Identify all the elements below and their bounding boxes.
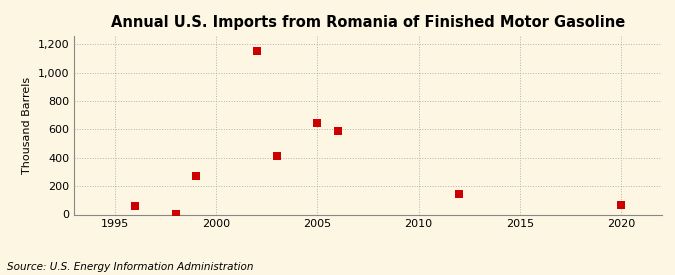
Point [251,49,262,54]
Point [616,202,626,207]
Point [130,204,140,208]
Y-axis label: Thousand Barrels: Thousand Barrels [22,76,32,174]
Point [271,154,282,158]
Point [190,174,201,178]
Title: Annual U.S. Imports from Romania of Finished Motor Gasoline: Annual U.S. Imports from Romania of Fini… [111,15,625,31]
Point [312,121,323,125]
Point [454,192,464,196]
Text: Source: U.S. Energy Information Administration: Source: U.S. Energy Information Administ… [7,262,253,272]
Point [170,211,181,216]
Point [332,129,343,133]
